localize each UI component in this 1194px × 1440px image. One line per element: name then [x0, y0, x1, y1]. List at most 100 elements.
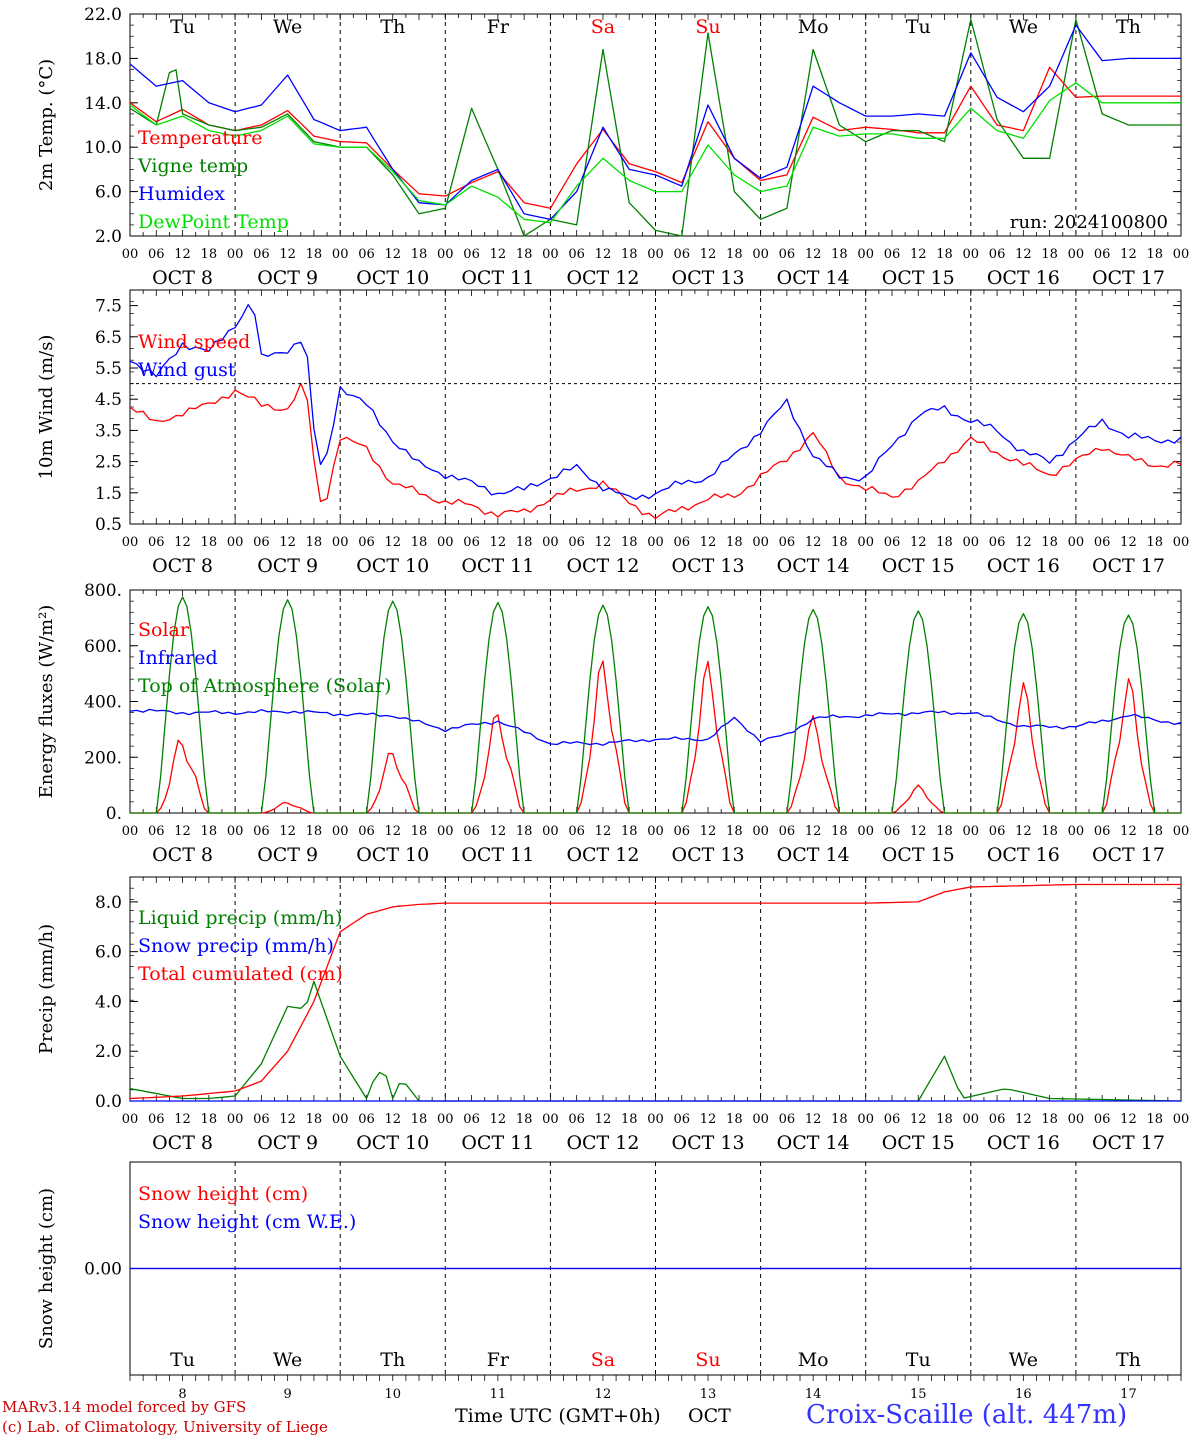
legend-label: Wind speed — [138, 331, 250, 353]
x-date-label: OCT 16 — [987, 267, 1060, 289]
x-hour-label: 12 — [384, 247, 401, 262]
footer-copyright-text: (c) Lab. of Climatology, University of L… — [2, 1418, 328, 1436]
x-hour-label: 00 — [332, 247, 349, 262]
series-line — [129, 883, 1181, 1100]
x-hour-label: 00 — [542, 535, 559, 550]
x-hour-label: 18 — [516, 824, 533, 839]
x-hour-label: 06 — [989, 535, 1006, 550]
series-line — [129, 708, 1182, 746]
bottom-date-label: 16 — [1015, 1387, 1032, 1402]
x-hour-label: 00 — [647, 535, 664, 550]
x-hour-label: 06 — [989, 824, 1006, 839]
x-hour-label: 00 — [752, 824, 769, 839]
x-hour-label: 00 — [227, 535, 244, 550]
x-hour-label: 18 — [831, 535, 848, 550]
day-name-label: Tu — [170, 16, 195, 38]
x-date-label: OCT 8 — [152, 844, 213, 866]
x-date-label: OCT 12 — [566, 555, 639, 577]
x-hour-label: 00 — [437, 535, 454, 550]
y-tick-label: 600. — [84, 637, 122, 657]
bottom-date-label: 12 — [595, 1387, 612, 1402]
x-hour-label: 18 — [1041, 1112, 1058, 1127]
day-name-label: Th — [380, 16, 405, 38]
x-hour-label: 12 — [700, 247, 717, 262]
x-hour-label: 00 — [1173, 824, 1190, 839]
x-hour-label: 00 — [227, 1112, 244, 1127]
y-tick-label: 22.0 — [84, 5, 122, 25]
y-tick-label: 1.5 — [95, 484, 122, 504]
x-hour-label: 12 — [1120, 247, 1137, 262]
x-hour-label: 00 — [437, 824, 454, 839]
x-hour-label: 18 — [411, 824, 428, 839]
x-hour-label: 12 — [910, 535, 927, 550]
x-date-label: OCT 11 — [461, 1132, 534, 1154]
x-date-label: OCT 13 — [672, 844, 745, 866]
x-date-label: OCT 11 — [461, 844, 534, 866]
x-date-label: OCT 13 — [672, 267, 745, 289]
x-hour-label: 18 — [306, 247, 323, 262]
x-hour-label: 00 — [752, 535, 769, 550]
day-name-label: We — [273, 16, 302, 38]
x-hour-label: 18 — [201, 1112, 218, 1127]
x-hour-label: 18 — [726, 1112, 743, 1127]
day-name-label: Th — [380, 1349, 405, 1371]
x-hour-label: 18 — [726, 247, 743, 262]
x-date-label: OCT 14 — [777, 1132, 850, 1154]
x-hour-label: 18 — [306, 1112, 323, 1127]
x-hour-label: 00 — [437, 1112, 454, 1127]
x-hour-label: 12 — [1120, 824, 1137, 839]
legend-label: Vigne temp — [137, 155, 248, 177]
x-hour-label: 00 — [963, 247, 980, 262]
x-hour-label: 12 — [279, 1112, 296, 1127]
day-name-label: Th — [1116, 16, 1141, 38]
x-date-label: OCT 17 — [1092, 1132, 1165, 1154]
x-hour-label: 06 — [884, 1112, 901, 1127]
series-line — [130, 596, 1181, 814]
x-hour-label: 18 — [1146, 535, 1163, 550]
x-date-label: OCT 17 — [1092, 844, 1165, 866]
y-tick-label: 10.0 — [84, 138, 122, 158]
x-hour-label: 00 — [1068, 1112, 1085, 1127]
y-tick-label: 6.0 — [95, 943, 122, 963]
footer-month-label: OCT — [688, 1405, 731, 1427]
y-tick-label: 7.5 — [95, 297, 122, 317]
x-hour-label: 06 — [779, 535, 796, 550]
x-hour-label: 06 — [148, 824, 165, 839]
y-tick-label: 3.5 — [95, 421, 122, 441]
x-hour-label: 00 — [122, 535, 139, 550]
x-date-label: OCT 11 — [461, 555, 534, 577]
x-hour-label: 12 — [1015, 247, 1032, 262]
day-name-label: Tu — [906, 1349, 931, 1371]
footer-time-label: Time UTC (GMT+0h) — [455, 1405, 661, 1427]
x-hour-label: 18 — [936, 824, 953, 839]
x-hour-label: 12 — [595, 1112, 612, 1127]
x-hour-label: 12 — [279, 535, 296, 550]
x-hour-label: 00 — [332, 1112, 349, 1127]
day-name-label: Tu — [170, 1349, 195, 1371]
y-tick-label: 800. — [84, 581, 122, 601]
x-date-label: OCT 12 — [566, 1132, 639, 1154]
x-hour-label: 06 — [884, 535, 901, 550]
x-hour-label: 06 — [568, 824, 585, 839]
x-hour-label: 00 — [963, 824, 980, 839]
x-hour-label: 06 — [148, 247, 165, 262]
x-date-label: OCT 16 — [987, 844, 1060, 866]
x-hour-label: 06 — [1094, 1112, 1111, 1127]
x-hour-label: 12 — [279, 247, 296, 262]
x-hour-label: 06 — [779, 247, 796, 262]
x-date-label: OCT 8 — [152, 555, 213, 577]
x-hour-label: 00 — [1173, 535, 1190, 550]
x-hour-label: 18 — [306, 824, 323, 839]
y-tick-label: 200. — [84, 748, 122, 768]
bottom-date-label: 13 — [700, 1387, 717, 1402]
day-name-label: We — [1009, 16, 1038, 38]
x-hour-label: 00 — [1068, 247, 1085, 262]
x-date-label: OCT 14 — [777, 555, 850, 577]
series-line — [129, 18, 1181, 237]
x-hour-label: 18 — [831, 824, 848, 839]
x-hour-label: 12 — [910, 247, 927, 262]
legend-label: Solar — [138, 619, 190, 641]
y-tick-label: 2.5 — [95, 453, 122, 473]
day-name-label: Mo — [798, 16, 829, 38]
x-hour-label: 06 — [989, 247, 1006, 262]
